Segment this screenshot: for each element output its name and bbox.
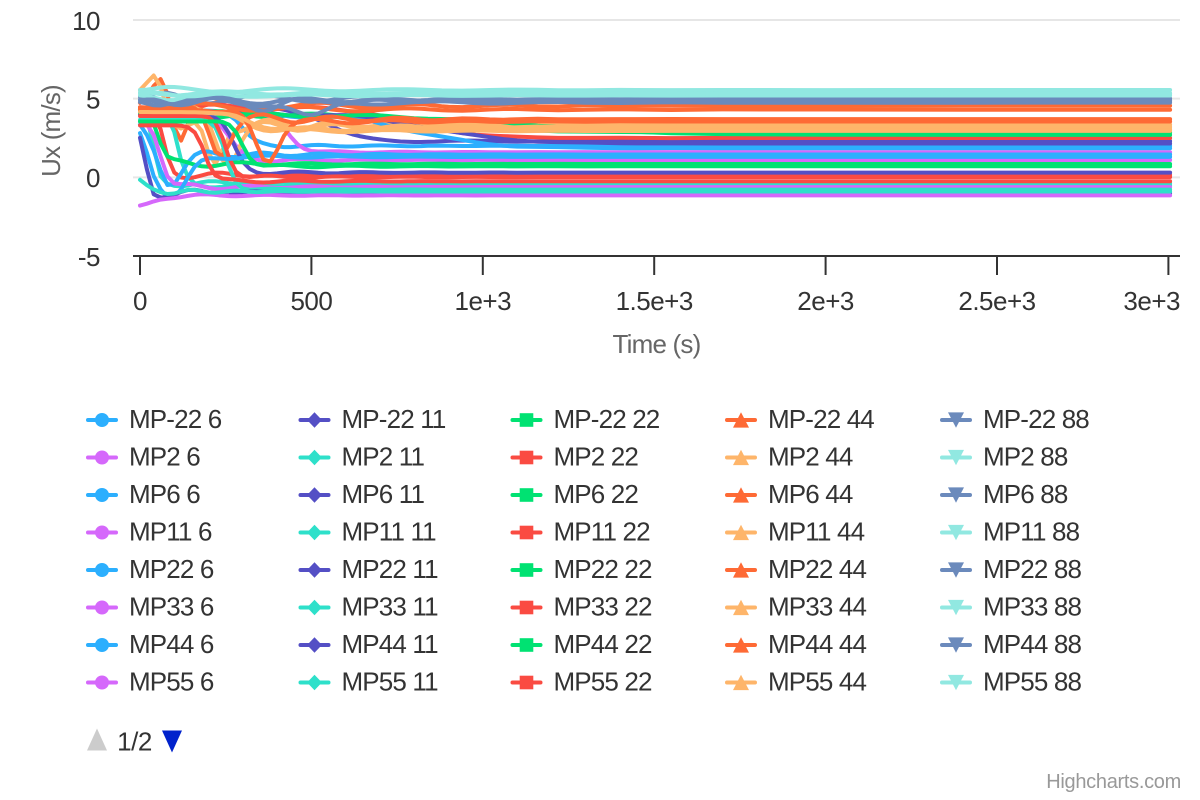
- svg-text:Time (s): Time (s): [613, 329, 701, 359]
- svg-text:MP22 11: MP22 11: [342, 554, 439, 584]
- svg-text:Ux (m/s): Ux (m/s): [36, 85, 66, 177]
- svg-text:MP22 44: MP22 44: [768, 554, 867, 584]
- svg-text:1/2: 1/2: [117, 727, 152, 757]
- svg-text:MP55 22: MP55 22: [554, 667, 653, 697]
- svg-text:MP6 11: MP6 11: [342, 479, 425, 509]
- svg-text:MP11 88: MP11 88: [983, 517, 1080, 547]
- svg-text:MP-22 22: MP-22 22: [554, 404, 660, 434]
- svg-text:MP11 22: MP11 22: [554, 517, 651, 547]
- svg-text:3e+3: 3e+3: [1123, 286, 1180, 316]
- svg-text:MP33 22: MP33 22: [554, 592, 653, 622]
- svg-text:MP2 88: MP2 88: [983, 442, 1068, 472]
- svg-text:MP-22 6: MP-22 6: [129, 404, 222, 434]
- svg-text:MP44 6: MP44 6: [129, 629, 214, 659]
- svg-text:MP6 88: MP6 88: [983, 479, 1068, 509]
- svg-text:MP22 88: MP22 88: [983, 554, 1082, 584]
- svg-text:MP6 6: MP6 6: [129, 479, 200, 509]
- svg-text:MP-22 44: MP-22 44: [768, 404, 874, 434]
- svg-text:MP33 88: MP33 88: [983, 592, 1082, 622]
- svg-text:500: 500: [290, 286, 332, 316]
- svg-text:2.5e+3: 2.5e+3: [958, 286, 1035, 316]
- svg-text:MP22 22: MP22 22: [554, 554, 653, 584]
- svg-text:MP22 6: MP22 6: [129, 554, 214, 584]
- svg-text:MP55 11: MP55 11: [342, 667, 439, 697]
- svg-text:0: 0: [86, 163, 100, 193]
- svg-text:0: 0: [133, 286, 147, 316]
- svg-text:MP44 22: MP44 22: [554, 629, 653, 659]
- svg-text:MP2 44: MP2 44: [768, 442, 853, 472]
- svg-text:5: 5: [86, 85, 100, 115]
- svg-text:MP11 6: MP11 6: [129, 517, 212, 547]
- svg-text:-5: -5: [78, 242, 100, 272]
- svg-text:MP2 11: MP2 11: [342, 442, 425, 472]
- svg-text:MP11 11: MP11 11: [342, 517, 437, 547]
- svg-text:MP-22 11: MP-22 11: [342, 404, 446, 434]
- svg-text:MP11 44: MP11 44: [768, 517, 865, 547]
- svg-text:MP2 6: MP2 6: [129, 442, 200, 472]
- svg-text:1e+3: 1e+3: [455, 286, 512, 316]
- svg-text:MP33 11: MP33 11: [342, 592, 439, 622]
- svg-text:MP6 44: MP6 44: [768, 479, 853, 509]
- svg-text:MP33 44: MP33 44: [768, 592, 867, 622]
- svg-text:MP55 44: MP55 44: [768, 667, 867, 697]
- svg-text:1.5e+3: 1.5e+3: [616, 286, 693, 316]
- svg-text:MP44 11: MP44 11: [342, 629, 439, 659]
- svg-text:MP-22 88: MP-22 88: [983, 404, 1089, 434]
- svg-text:Highcharts.com: Highcharts.com: [1046, 771, 1181, 793]
- svg-text:MP55 6: MP55 6: [129, 667, 214, 697]
- svg-text:2e+3: 2e+3: [797, 286, 854, 316]
- svg-text:MP44 88: MP44 88: [983, 629, 1082, 659]
- svg-text:MP6 22: MP6 22: [554, 479, 639, 509]
- svg-text:MP44 44: MP44 44: [768, 629, 867, 659]
- svg-text:MP33 6: MP33 6: [129, 592, 214, 622]
- svg-text:MP2 22: MP2 22: [554, 442, 639, 472]
- svg-text:10: 10: [72, 6, 100, 36]
- svg-text:MP55 88: MP55 88: [983, 667, 1082, 697]
